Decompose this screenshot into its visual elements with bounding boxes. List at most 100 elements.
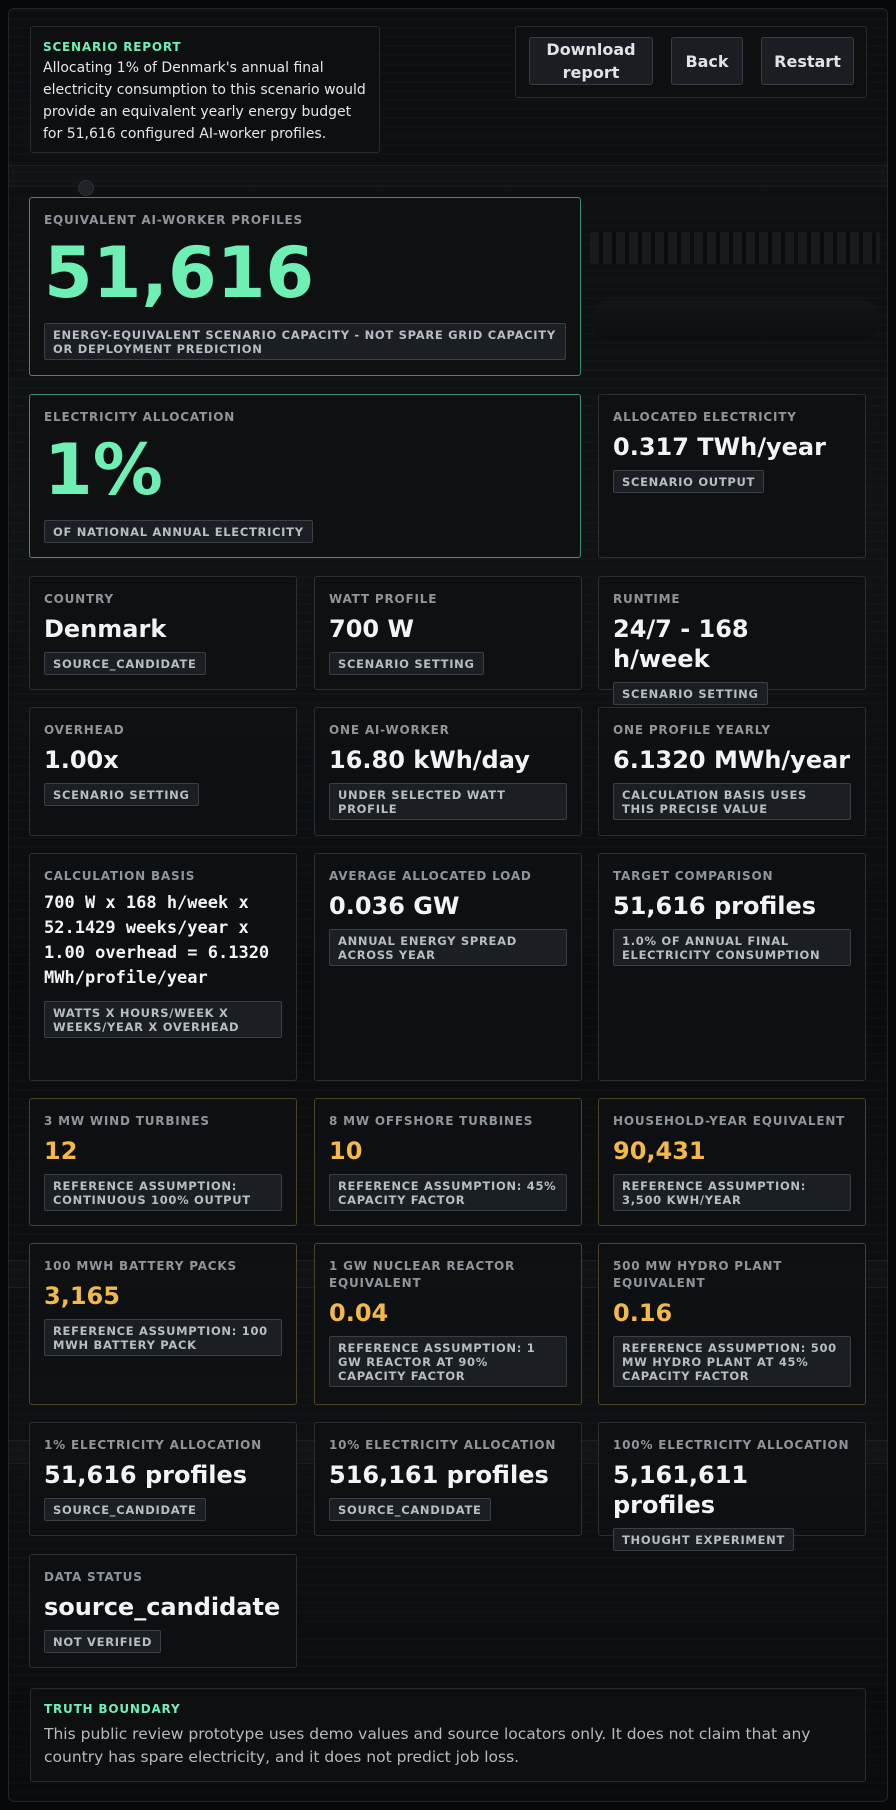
allocated-electricity-value: 0.317 TWh/year <box>613 433 826 461</box>
allocation-1-percent-card: 1% ELECTRICITY ALLOCATION 51,616 profile… <box>29 1422 297 1536</box>
assumption-badge: REFERENCE ASSUMPTION: 45% CAPACITY FACTO… <box>329 1174 567 1211</box>
truth-boundary-panel: TRUTH BOUNDARY This public review protot… <box>30 1688 866 1782</box>
scenario-report-panel: SCENARIO REPORT Allocating 1% of Denmark… <box>30 26 380 153</box>
nuclear-reactor-value: 0.04 <box>329 1299 389 1327</box>
status-badge: WATTS X HOURS/WEEK X WEEKS/YEAR X OVERHE… <box>44 1001 282 1038</box>
battery-packs-value: 3,165 <box>44 1282 120 1310</box>
target-comparison-card: TARGET COMPARISON 51,616 profiles 1.0% O… <box>598 853 866 1081</box>
nuclear-reactor-card: 1 GW NUCLEAR REACTOR EQUIVALENT 0.04 REF… <box>314 1243 582 1405</box>
card-label: AVERAGE ALLOCATED LOAD <box>329 869 532 883</box>
status-badge: 1.0% OF ANNUAL FINAL ELECTRICITY CONSUMP… <box>613 929 851 966</box>
card-label: ELECTRICITY ALLOCATION <box>44 410 236 424</box>
hydro-plant-value: 0.16 <box>613 1299 673 1327</box>
data-status-card: DATA STATUS source_candidate NOT VERIFIE… <box>29 1554 297 1668</box>
capacity-disclaimer-badge: ENERGY-EQUIVALENT SCENARIO CAPACITY - NO… <box>44 323 566 360</box>
allocation-1-percent-value: 51,616 profiles <box>44 1461 248 1489</box>
card-label: 3 MW WIND TURBINES <box>44 1114 210 1128</box>
action-bar: Download report Back Restart <box>515 26 867 98</box>
status-badge: SCENARIO OUTPUT <box>613 470 765 493</box>
status-badge: SCENARIO SETTING <box>44 783 199 806</box>
average-load-value: 0.036 GW <box>329 892 460 920</box>
assumption-badge: REFERENCE ASSUMPTION: 100 MWH BATTERY PA… <box>44 1319 282 1356</box>
card-label: COUNTRY <box>44 592 114 606</box>
status-badge: CALCULATION BASIS USES THIS PRECISE VALU… <box>613 783 851 820</box>
card-label: TARGET COMPARISON <box>613 869 774 883</box>
equivalent-profiles-value: 51,616 <box>44 232 315 314</box>
status-badge: UNDER SELECTED WATT PROFILE <box>329 783 567 820</box>
status-badge: SOURCE_CANDIDATE <box>44 652 206 675</box>
household-year-card: HOUSEHOLD-YEAR EQUIVALENT 90,431 REFEREN… <box>598 1098 866 1226</box>
rack-decoration <box>9 165 887 187</box>
hydro-plant-card: 500 MW HYDRO PLANT EQUIVALENT 0.16 REFER… <box>598 1243 866 1405</box>
allocation-percent-value: 1% <box>44 429 163 511</box>
one-ai-worker-value: 16.80 kWh/day <box>329 746 530 774</box>
runtime-value: 24/7 - 168 h/week <box>613 615 749 673</box>
status-badge: THOUGHT EXPERIMENT <box>613 1528 795 1551</box>
status-badge: ANNUAL ENERGY SPREAD ACROSS YEAR <box>329 929 567 966</box>
card-label: CALCULATION BASIS <box>44 869 196 883</box>
truth-boundary-title: TRUTH BOUNDARY <box>44 1702 181 1716</box>
watt-profile-value: 700 W <box>329 615 414 643</box>
allocation-note-badge: OF NATIONAL ANNUAL ELECTRICITY <box>44 520 313 543</box>
restart-button[interactable]: Restart <box>761 37 854 85</box>
card-label: 1% ELECTRICITY ALLOCATION <box>44 1438 263 1452</box>
allocation-10-percent-value: 516,161 profiles <box>329 1461 549 1489</box>
rack-vent-decoration <box>590 232 880 264</box>
scenario-report-body: Allocating 1% of Denmark's annual final … <box>43 60 366 142</box>
wind-turbines-value: 12 <box>44 1137 78 1165</box>
allocation-10-percent-card: 10% ELECTRICITY ALLOCATION 516,161 profi… <box>314 1422 582 1536</box>
one-profile-yearly-value: 6.1320 MWh/year <box>613 746 851 774</box>
back-button[interactable]: Back <box>671 37 743 85</box>
wind-turbines-card: 3 MW WIND TURBINES 12 REFERENCE ASSUMPTI… <box>29 1098 297 1226</box>
card-label: 100 MWH BATTERY PACKS <box>44 1259 237 1273</box>
status-badge: NOT VERIFIED <box>44 1630 162 1653</box>
calculation-basis-card: CALCULATION BASIS 700 W x 168 h/week x 5… <box>29 853 297 1081</box>
status-badge: SOURCE_CANDIDATE <box>44 1498 206 1521</box>
electricity-allocation-card: ELECTRICITY ALLOCATION 1% OF NATIONAL AN… <box>29 394 581 558</box>
card-label: ONE AI-WORKER <box>329 723 450 737</box>
status-badge: SCENARIO SETTING <box>329 652 484 675</box>
card-label: ALLOCATED ELECTRICITY <box>613 410 797 424</box>
card-label: 8 MW OFFSHORE TURBINES <box>329 1114 534 1128</box>
truth-boundary-body: This public review prototype uses demo v… <box>44 1725 811 1766</box>
country-card: COUNTRY Denmark SOURCE_CANDIDATE <box>29 576 297 690</box>
assumption-badge: REFERENCE ASSUMPTION: 3,500 KWH/YEAR <box>613 1174 851 1211</box>
one-profile-yearly-card: ONE PROFILE YEARLY 6.1320 MWh/year CALCU… <box>598 707 866 836</box>
assumption-badge: REFERENCE ASSUMPTION: 500 MW HYDRO PLANT… <box>613 1336 851 1387</box>
card-label: 500 MW HYDRO PLANT EQUIVALENT <box>613 1259 783 1290</box>
calculation-formula: 700 W x 168 h/week x 52.1429 weeks/year … <box>44 893 270 988</box>
card-label: EQUIVALENT AI-WORKER PROFILES <box>44 213 303 227</box>
allocated-electricity-card: ALLOCATED ELECTRICITY 0.317 TWh/year SCE… <box>598 394 866 558</box>
watt-profile-card: WATT PROFILE 700 W SCENARIO SETTING <box>314 576 582 690</box>
status-badge: SOURCE_CANDIDATE <box>329 1498 491 1521</box>
offshore-turbines-card: 8 MW OFFSHORE TURBINES 10 REFERENCE ASSU… <box>314 1098 582 1226</box>
card-label: RUNTIME <box>613 592 681 606</box>
assumption-badge: REFERENCE ASSUMPTION: 1 GW REACTOR AT 90… <box>329 1336 567 1387</box>
rack-screw-decoration <box>78 180 94 196</box>
data-status-value: source_candidate <box>44 1593 281 1621</box>
target-comparison-value: 51,616 profiles <box>613 892 817 920</box>
allocation-100-percent-value: 5,161,611 profiles <box>613 1461 749 1519</box>
card-label: DATA STATUS <box>44 1570 143 1584</box>
card-label: ONE PROFILE YEARLY <box>613 723 771 737</box>
overhead-card: OVERHEAD 1.00x SCENARIO SETTING <box>29 707 297 836</box>
scenario-report-title: SCENARIO REPORT <box>43 40 182 54</box>
card-label: 1 GW NUCLEAR REACTOR EQUIVALENT <box>329 1259 516 1290</box>
overhead-value: 1.00x <box>44 746 119 774</box>
offshore-turbines-value: 10 <box>329 1137 363 1165</box>
country-value: Denmark <box>44 615 167 643</box>
card-label: WATT PROFILE <box>329 592 438 606</box>
average-load-card: AVERAGE ALLOCATED LOAD 0.036 GW ANNUAL E… <box>314 853 582 1081</box>
status-badge: SCENARIO SETTING <box>613 682 768 705</box>
card-label: 100% ELECTRICITY ALLOCATION <box>613 1438 850 1452</box>
rack-handle-decoration <box>590 300 880 340</box>
allocation-100-percent-card: 100% ELECTRICITY ALLOCATION 5,161,611 pr… <box>598 1422 866 1551</box>
card-label: OVERHEAD <box>44 723 125 737</box>
runtime-card: RUNTIME 24/7 - 168 h/week SCENARIO SETTI… <box>598 576 866 705</box>
battery-packs-card: 100 MWH BATTERY PACKS 3,165 REFERENCE AS… <box>29 1243 297 1405</box>
download-report-button[interactable]: Download report <box>529 37 653 85</box>
card-label: HOUSEHOLD-YEAR EQUIVALENT <box>613 1114 846 1128</box>
household-year-value: 90,431 <box>613 1137 706 1165</box>
equivalent-profiles-card: EQUIVALENT AI-WORKER PROFILES 51,616 ENE… <box>29 197 581 376</box>
one-ai-worker-card: ONE AI-WORKER 16.80 kWh/day UNDER SELECT… <box>314 707 582 836</box>
